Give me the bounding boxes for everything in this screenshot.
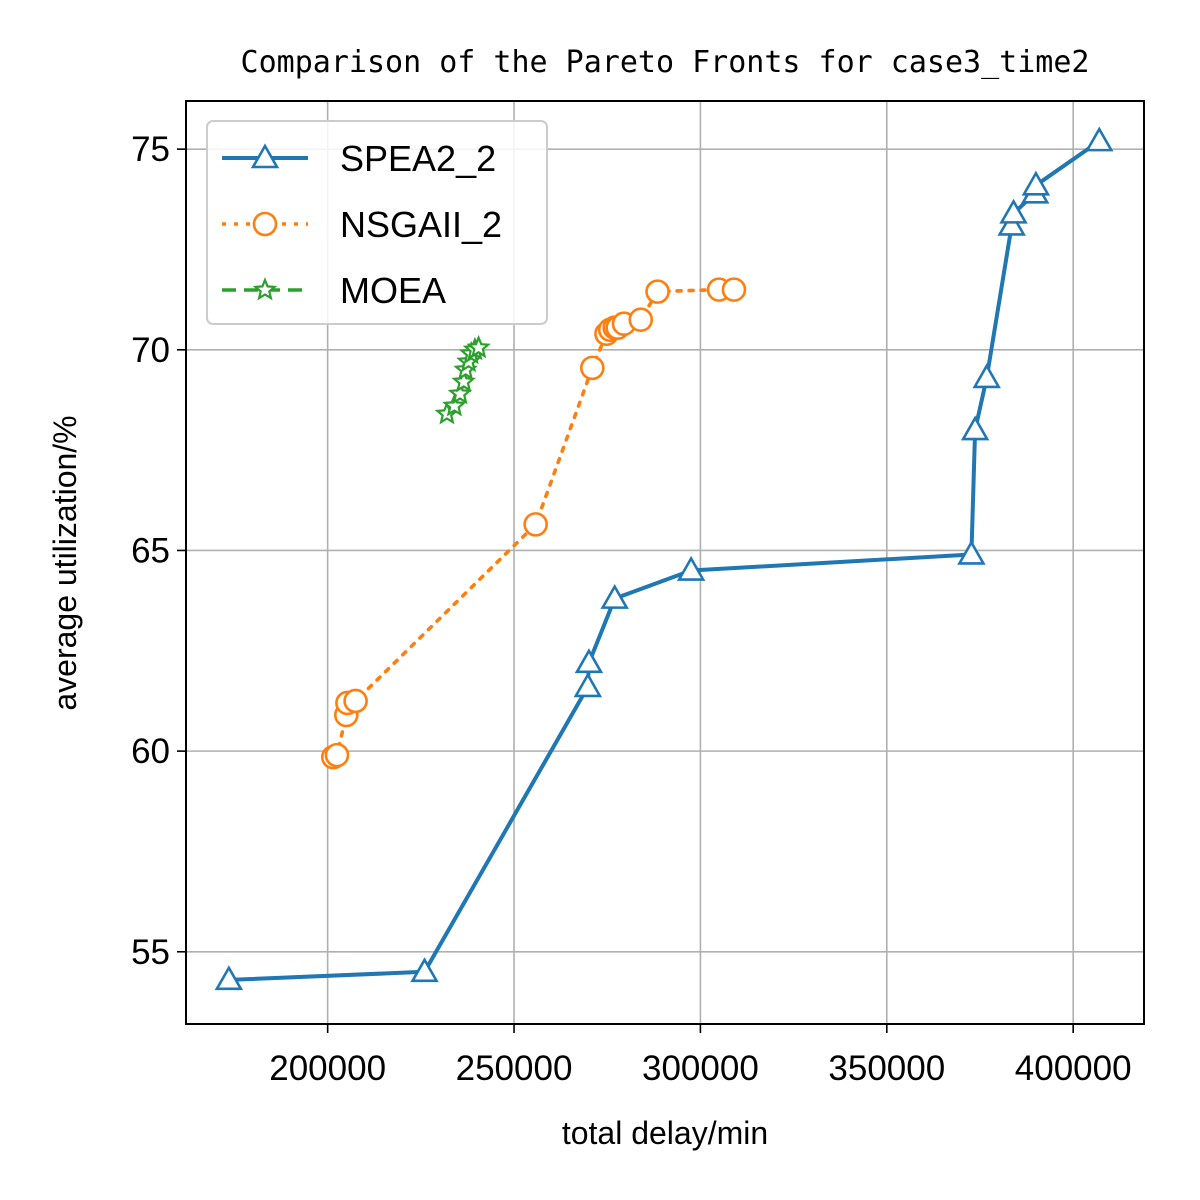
circle-marker (628, 307, 654, 333)
x-tick-label: 250000 (456, 1049, 573, 1088)
triangle-marker (676, 555, 706, 581)
y-axis-label: average utilization/% (47, 415, 83, 710)
y-tick-label: 70 (131, 331, 170, 370)
circle-marker (580, 355, 605, 381)
chart-title: Comparison of the Pareto Fronts for case… (241, 45, 1090, 80)
x-tick-label: 350000 (828, 1049, 945, 1088)
star-marker (466, 334, 491, 359)
circle-marker (523, 512, 548, 537)
x-axis-label: total delay/min (562, 1115, 768, 1151)
triangle-marker (410, 957, 439, 983)
legend-item: NSGAII_2 (222, 204, 502, 245)
legend-box (206, 120, 548, 325)
y-tick-label: 65 (131, 531, 170, 570)
triangle-marker (999, 198, 1028, 224)
y-tick-label: 75 (131, 130, 170, 169)
x-tick-label: 300000 (642, 1049, 759, 1088)
x-tick-label: 400000 (1015, 1049, 1132, 1088)
triangle-marker (214, 965, 244, 991)
legend-label: SPEA2_2 (340, 138, 496, 179)
triangle-marker (957, 539, 986, 565)
legend-label: NSGAII_2 (340, 204, 502, 245)
series-layer (214, 126, 1114, 991)
circle-marker (343, 688, 368, 714)
y-tick-label: 60 (131, 732, 170, 771)
star-marker (252, 277, 278, 301)
triangle-marker (250, 143, 280, 169)
circle-marker (324, 742, 350, 768)
star-marker (447, 381, 473, 405)
triangle-marker (574, 648, 604, 674)
y-tick-label: 55 (131, 933, 170, 972)
circle-marker (721, 277, 747, 302)
triangle-marker (1085, 126, 1114, 152)
series-nsgaii-2 (320, 277, 747, 770)
plot-area-frame (185, 100, 1145, 1025)
x-tick-label: 200000 (269, 1049, 386, 1088)
triangle-marker (997, 210, 1026, 236)
circle-marker (252, 211, 278, 237)
triangle-marker (960, 415, 990, 441)
series-spea2-2 (214, 126, 1114, 991)
triangle-marker (573, 672, 603, 698)
star-marker (442, 393, 467, 417)
ticks: 200000 250000 300000 350000 400000 55 60 65 70 75 (131, 130, 1132, 1088)
legend: SPEA2_2 NSGAII_2 MOEA (206, 120, 548, 325)
triangle-marker (1021, 170, 1051, 196)
series-moea (434, 334, 491, 425)
triangle-marker (972, 363, 1001, 389)
triangle-marker (600, 583, 629, 609)
circle-marker (645, 279, 670, 304)
legend-label: MOEA (340, 270, 446, 311)
legend-item: MOEA (222, 270, 446, 311)
legend-item: SPEA2_2 (222, 138, 496, 179)
